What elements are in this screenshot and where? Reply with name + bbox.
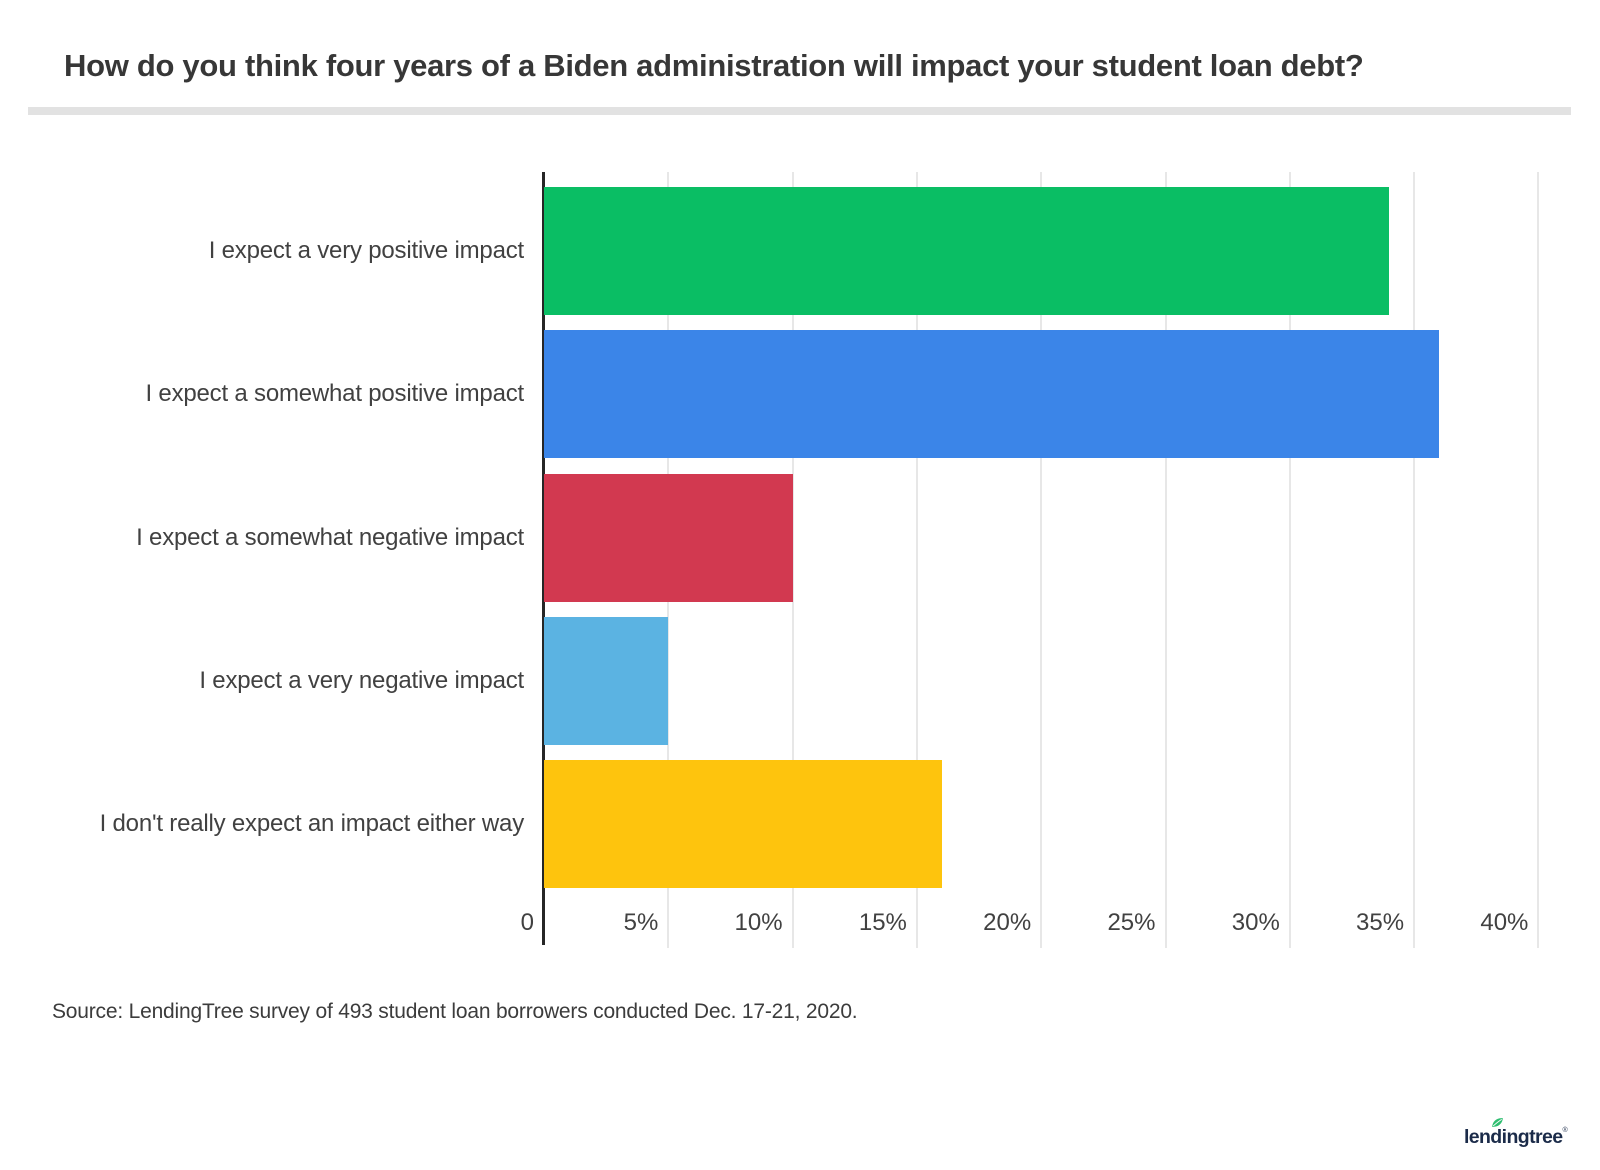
- gridline: [1164, 172, 1167, 948]
- bar: [544, 473, 793, 602]
- gridline: [1413, 172, 1416, 948]
- chart-title: How do you think four years of a Biden a…: [64, 48, 1364, 83]
- x-tick-label: 0: [520, 909, 534, 936]
- y-axis-line: [542, 172, 545, 945]
- gridline: [915, 172, 918, 948]
- registered-mark: ®: [1562, 1127, 1567, 1134]
- source-note: Source: LendingTree survey of 493 studen…: [52, 1000, 858, 1023]
- bar: [544, 760, 942, 888]
- bar: [544, 330, 1439, 459]
- x-tick-label: 35%: [1356, 909, 1405, 936]
- plot-area: [542, 172, 1551, 948]
- category-label: I expect a somewhat positive impact: [145, 380, 524, 408]
- x-tick-label: 5%: [623, 909, 659, 936]
- gridline: [1537, 172, 1540, 948]
- lendingtree-logo: lendingtree®: [1463, 1118, 1568, 1150]
- title-divider: [28, 107, 1571, 115]
- gridline: [1040, 172, 1043, 948]
- gridline: [791, 172, 794, 948]
- bar: [544, 187, 1390, 315]
- lendingtree-wordmark: lendingtree®: [1463, 1118, 1568, 1149]
- x-tick-label: 40%: [1480, 909, 1529, 936]
- category-label: I expect a somewhat negative impact: [136, 523, 524, 551]
- x-tick-label: 30%: [1231, 909, 1280, 936]
- leaf-icon: [1492, 1118, 1503, 1127]
- x-tick-label: 25%: [1107, 909, 1156, 936]
- x-tick-label: 20%: [983, 909, 1032, 936]
- x-tick-label: 15%: [858, 909, 907, 936]
- bar: [544, 616, 669, 745]
- category-label: I don't really expect an impact either w…: [99, 810, 525, 837]
- x-tick-label: 10%: [734, 909, 783, 936]
- category-label: I expect a very positive impact: [208, 237, 524, 264]
- category-label: I expect a very negative impact: [199, 666, 524, 694]
- gridline: [1288, 172, 1291, 948]
- logo-text: lendingtree: [1463, 1126, 1563, 1148]
